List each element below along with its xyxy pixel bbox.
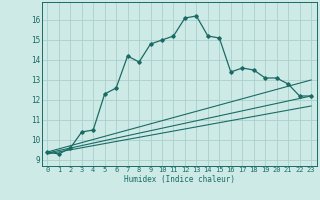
X-axis label: Humidex (Indice chaleur): Humidex (Indice chaleur) xyxy=(124,175,235,184)
